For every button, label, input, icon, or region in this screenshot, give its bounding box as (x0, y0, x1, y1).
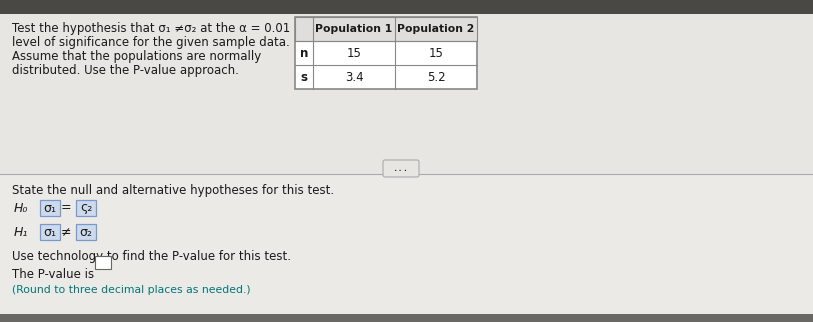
Text: distributed. Use the P-value approach.: distributed. Use the P-value approach. (12, 64, 239, 77)
Bar (95, 256, 111, 269)
Text: State the null and alternative hypotheses for this test.: State the null and alternative hypothese… (12, 184, 334, 197)
Bar (295, 17, 477, 41)
Text: 5.2: 5.2 (427, 71, 446, 83)
Text: H₁: H₁ (14, 226, 28, 239)
Text: Test the hypothesis that σ₁ ≠σ₂ at the α = 0.01: Test the hypothesis that σ₁ ≠σ₂ at the α… (12, 22, 290, 35)
Text: Assume that the populations are normally: Assume that the populations are normally (12, 50, 261, 63)
FancyBboxPatch shape (383, 160, 419, 177)
Text: n: n (300, 46, 308, 60)
Text: ≠: ≠ (61, 225, 72, 239)
Text: Population 1: Population 1 (315, 24, 393, 34)
Bar (76, 224, 96, 240)
Text: (Round to three decimal places as needed.): (Round to three decimal places as needed… (12, 285, 250, 295)
Text: ...: ... (393, 164, 409, 173)
Text: σ₁: σ₁ (44, 225, 56, 239)
Bar (40, 200, 60, 216)
Text: ς₂: ς₂ (80, 202, 92, 214)
Text: H₀: H₀ (14, 202, 28, 215)
Text: The P-value is: The P-value is (12, 268, 94, 281)
Text: level of significance for the given sample data.: level of significance for the given samp… (12, 36, 289, 49)
Text: Population 2: Population 2 (398, 24, 475, 34)
Text: σ₂: σ₂ (80, 225, 93, 239)
Bar (0, 0, 813, 14)
Bar (40, 224, 60, 240)
Text: s: s (301, 71, 307, 83)
Text: =: = (61, 202, 72, 214)
Bar (0, 314, 813, 322)
Text: σ₁: σ₁ (44, 202, 56, 214)
Text: 3.4: 3.4 (345, 71, 363, 83)
Bar (0, 14, 813, 174)
Bar (0, 174, 813, 314)
Bar (295, 17, 477, 89)
Text: 15: 15 (346, 46, 362, 60)
Text: 15: 15 (428, 46, 443, 60)
Bar (76, 200, 96, 216)
Text: Use technology to find the P-value for this test.: Use technology to find the P-value for t… (12, 250, 291, 263)
